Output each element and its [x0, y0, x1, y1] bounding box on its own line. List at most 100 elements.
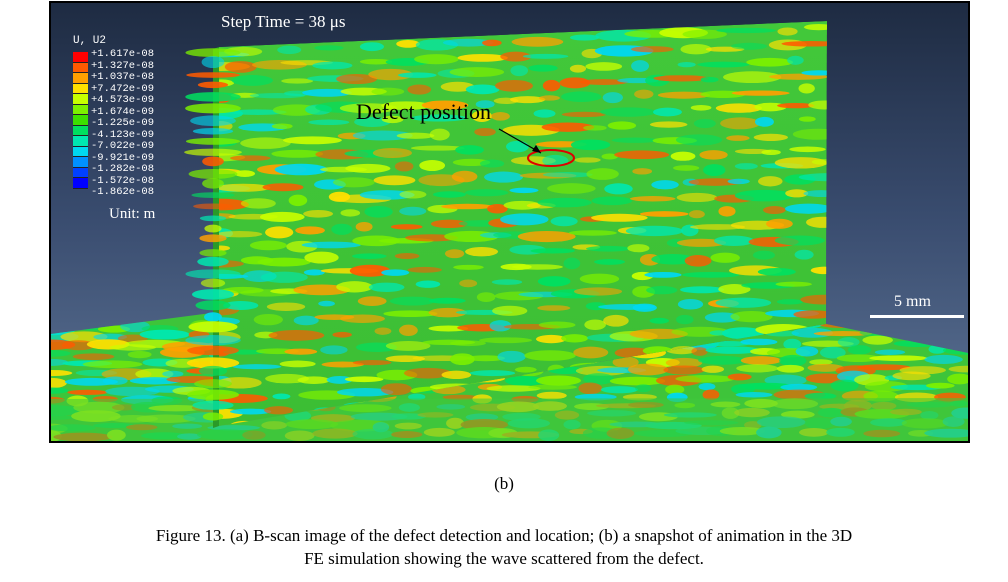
wave-band: [385, 341, 431, 351]
wave-band: [368, 68, 414, 81]
wave-band: [776, 299, 803, 305]
wave-band: [484, 171, 524, 183]
wave-band: [804, 392, 837, 400]
wave-band: [497, 350, 526, 363]
wave-band: [303, 210, 334, 218]
wave-band: [779, 354, 807, 367]
wave-band: [349, 264, 391, 277]
wave-band: [185, 103, 241, 114]
wave-band: [710, 252, 740, 263]
wave-band: [675, 134, 723, 146]
wave-band: [383, 310, 438, 318]
wave-band: [676, 314, 694, 325]
wave-band: [542, 79, 561, 92]
wave-band: [465, 246, 499, 257]
wave-band: [394, 252, 420, 260]
wave-band: [537, 197, 592, 208]
wave-band: [408, 393, 426, 401]
wave-band: [730, 310, 773, 323]
legend-swatch: [73, 83, 88, 94]
legend-swatch: [73, 125, 88, 136]
wave-band: [807, 363, 844, 372]
wave-band: [734, 189, 794, 202]
wave-band: [297, 376, 331, 384]
wave-band: [584, 319, 606, 331]
wave-band: [663, 365, 705, 375]
wave-band: [449, 67, 505, 78]
wave-band: [340, 209, 361, 217]
wave-band: [224, 61, 257, 73]
wave-band: [371, 87, 405, 96]
wave-band: [947, 327, 968, 337]
wave-band: [677, 62, 696, 68]
wave-band: [720, 117, 761, 130]
wave-band: [611, 137, 659, 143]
wave-band: [429, 128, 450, 141]
wave-band: [734, 163, 758, 170]
wave-band: [344, 376, 384, 383]
wave-band: [185, 269, 241, 279]
wave-band: [947, 373, 968, 385]
wave-band: [415, 280, 441, 288]
wave-band: [634, 89, 654, 99]
wave-band: [627, 363, 669, 376]
wave-band: [530, 248, 575, 254]
wave-band: [414, 54, 459, 65]
legend-value: -9.921e-09: [91, 151, 155, 164]
legend-value: +1.674e-09: [91, 105, 155, 118]
wave-band: [777, 102, 815, 109]
wave-band: [559, 77, 591, 89]
wave-band: [716, 27, 776, 34]
wave-band: [632, 303, 657, 312]
wave-band: [806, 216, 827, 228]
wave-band: [752, 250, 775, 260]
wave-band: [381, 115, 404, 124]
wave-band: [533, 109, 556, 118]
wave-band: [197, 81, 229, 89]
wave-band: [574, 157, 601, 163]
legend-color-bar: [73, 52, 88, 189]
legend-title: U, U2: [73, 35, 107, 47]
wave-band: [281, 78, 314, 84]
wave-band: [862, 335, 893, 345]
wave-band: [432, 191, 466, 198]
legend-values: +1.617e-08 +1.327e-08 +1.037e-08 +7.472e-09…: [91, 48, 155, 199]
defect-annotation: Defect position: [356, 99, 492, 124]
wave-band: [359, 190, 415, 200]
wave-band: [191, 289, 235, 300]
annotation-arrowhead: [532, 145, 541, 153]
legend-swatch: [73, 136, 88, 147]
wave-band: [730, 42, 768, 50]
wave-band: [188, 321, 238, 333]
legend-swatch: [73, 146, 88, 157]
wave-band: [352, 235, 400, 247]
wave-band: [800, 294, 827, 305]
wave-band: [561, 111, 607, 118]
wave-band: [500, 51, 532, 62]
wave-band: [665, 357, 703, 368]
wave-band: [569, 64, 587, 73]
wave-band: [583, 125, 607, 131]
wave-band: [188, 168, 238, 180]
wave-band: [673, 165, 700, 171]
wave-band: [199, 249, 227, 257]
wave-band: [809, 359, 833, 365]
wave-band: [795, 346, 819, 357]
wave-band: [193, 203, 233, 210]
wave-band: [475, 100, 495, 109]
figure-caption: Figure 13. (a) B-scan image of the defec…: [0, 524, 1008, 570]
wave-band: [411, 114, 467, 122]
wave-band: [135, 368, 174, 380]
wave-band: [776, 364, 805, 373]
wave-band: [538, 95, 560, 101]
wave-band: [511, 264, 563, 270]
wave-band: [253, 313, 283, 326]
wave-band: [604, 183, 633, 195]
wave-band: [784, 203, 827, 214]
wave-band: [798, 173, 827, 182]
wave-band: [928, 344, 947, 354]
wave-band: [190, 115, 236, 127]
wave-band: [937, 319, 968, 332]
legend-swatch: [73, 62, 88, 73]
wave-band: [522, 53, 569, 59]
